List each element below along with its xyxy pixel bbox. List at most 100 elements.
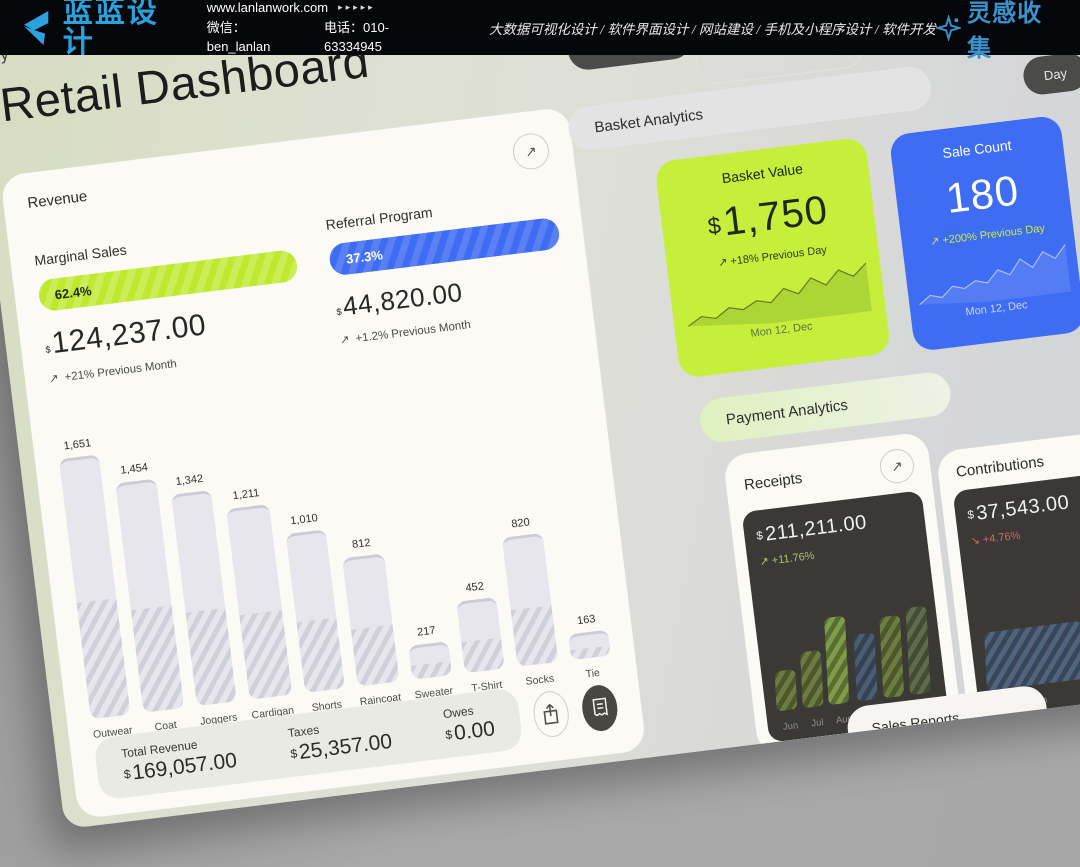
- trend-up-icon: ↗: [717, 256, 729, 270]
- currency-symbol: $: [966, 508, 976, 523]
- bar-hatch-pattern: [131, 605, 184, 713]
- bar-hatch-pattern: [569, 645, 611, 661]
- sales-reports-button[interactable]: Sales Reports: [565, 55, 694, 72]
- showcase-background: y Retail Dashboard Sales Reports Day Rev…: [0, 55, 1080, 867]
- collection-label: 灵感收集: [967, 0, 1043, 62]
- brand: 蓝蓝设计: [16, 0, 187, 58]
- marginal-sales-percent: 62.4%: [53, 282, 93, 302]
- bar-value-label: 1,651: [63, 437, 92, 453]
- sale-count-amount: 180: [943, 166, 1022, 222]
- revenue-footer: Total Revenue $169,057.00 Taxes $25,357.…: [93, 675, 621, 801]
- basket-value-card: Basket Value $1,750 ↗ +18% Previous Day …: [654, 136, 892, 379]
- sale-count-title: Sale Count: [941, 136, 1013, 162]
- bar: [285, 529, 346, 693]
- month-bar-oct: [878, 614, 905, 699]
- receipts-bar-chart: [765, 589, 934, 712]
- basket-value-amount: $1,750: [706, 187, 831, 245]
- sparkle-star-icon: [935, 14, 962, 41]
- currency-symbol: $: [706, 211, 724, 240]
- bar-hatch-pattern: [350, 625, 400, 687]
- receipt-button[interactable]: [579, 683, 620, 734]
- trend-up-icon: ↗: [929, 235, 941, 249]
- bar-hatch-pattern: [76, 598, 131, 720]
- bar-value-label: 163: [576, 613, 597, 628]
- trend-down-icon: ↘: [970, 534, 981, 548]
- bar-hatch-pattern: [510, 605, 558, 667]
- bar-value-label: 1,454: [119, 461, 149, 477]
- basket-value-sparkline: [687, 262, 872, 327]
- sale-count-sparkline: [919, 244, 1072, 306]
- month-bar-aug: [824, 615, 850, 706]
- taxes-summary: Taxes $25,357.00: [287, 714, 393, 766]
- bar-value-label: 217: [416, 624, 437, 639]
- arrow-up-right-icon: ↗: [890, 456, 904, 475]
- arrow-decoration: ▸▸▸▸▸: [338, 2, 376, 13]
- receipts-title: Receipts: [743, 469, 804, 494]
- website-link[interactable]: www.lanlanwork.com: [206, 0, 329, 16]
- referral-program-stat: Referral Program 37.3% $44,820.00 ↗ +1.2%…: [325, 189, 570, 350]
- total-revenue-summary: Total Revenue $169,057.00: [120, 733, 238, 787]
- sale-count-card: Sale Count 180 ↗ +200% Previous Day Mon …: [888, 114, 1080, 353]
- bar: [170, 489, 237, 707]
- contributions-bar-chart: [976, 563, 1080, 691]
- bar-value-label: 452: [464, 580, 485, 595]
- revenue-bar-chart: 1,651 Outwear 1,454 Coat 1,342 Joggers 1,211 Ca…: [54, 358, 613, 741]
- receipts-expand-button[interactable]: ↗: [878, 447, 916, 486]
- bar-value-label: 820: [510, 516, 531, 531]
- month-label: Jul: [810, 716, 825, 730]
- bar: [226, 503, 293, 700]
- revenue-card: Revenue ↗ Marginal Sales 62.4% $124,237.…: [0, 106, 647, 820]
- owes-summary: Owes $0.00: [442, 701, 496, 747]
- bar: [567, 629, 611, 661]
- bar-value-label: 1,211: [232, 487, 261, 503]
- marginal-sales-stat: Marginal Sales 62.4% $124,237.00 ↗ +21% P…: [34, 217, 342, 386]
- bar-hatch-pattern: [239, 610, 293, 700]
- revenue-expand-button[interactable]: ↗: [510, 131, 551, 172]
- month-label: Jun: [782, 720, 799, 733]
- trend-up-icon: ↗: [339, 333, 351, 347]
- month-bar-nov: [905, 605, 931, 696]
- bar-hatch-pattern: [461, 637, 505, 674]
- currency-symbol: $: [755, 529, 765, 544]
- revenue-card-title: Revenue: [26, 187, 89, 213]
- currency-symbol: $: [444, 727, 454, 743]
- currency-symbol: $: [44, 344, 52, 355]
- bar-value-label: 812: [351, 536, 372, 552]
- services-list: 大数据可视化设计 / 软件界面设计 / 网站建设 / 手机及小程序设计 / 软件…: [488, 21, 936, 37]
- dashboard-sheet: y Retail Dashboard Sales Reports Day Rev…: [0, 55, 1080, 830]
- bar-hatch-pattern: [410, 661, 453, 680]
- bar: [502, 532, 558, 667]
- share-icon: [543, 703, 560, 725]
- currency-symbol: $: [123, 767, 132, 782]
- currency-symbol: $: [335, 306, 343, 318]
- contact-block: www.lanlanwork.com ▸▸▸▸▸ 微信：ben_lanlan 电…: [207, 0, 443, 57]
- currency-symbol: $: [289, 746, 299, 762]
- trend-up-icon: ↗: [759, 555, 770, 569]
- collection-brand: 灵感收集: [935, 0, 1064, 63]
- trend-up-icon: ↗: [48, 372, 60, 386]
- wechat-label: 微信：ben_lanlan: [206, 19, 271, 55]
- month-bar-jun: [983, 620, 1080, 691]
- bar-value-label: 1,010: [289, 512, 319, 528]
- arrow-up-right-icon: ↗: [524, 142, 538, 160]
- bar: [407, 641, 453, 680]
- site-header: 蓝蓝设计 www.lanlanwork.com ▸▸▸▸▸ 微信：ben_lan…: [0, 0, 1080, 62]
- lanlan-logo-icon: [24, 10, 49, 45]
- bar-value-label: 1,342: [174, 472, 204, 489]
- month-bar-sep: [853, 632, 878, 702]
- month-bar-jul: [800, 649, 825, 709]
- page-title: Retail Dashboard: [0, 55, 372, 132]
- bar-hatch-pattern: [296, 617, 346, 693]
- payment-analytics-header: Payment Analytics: [697, 370, 954, 445]
- bar: [342, 553, 400, 687]
- brand-name: 蓝蓝设计: [62, 0, 159, 59]
- phone-label: 电话：010-63334945: [324, 19, 390, 55]
- bar-hatch-pattern: [185, 607, 237, 707]
- receipt-icon: [591, 697, 608, 717]
- share-button[interactable]: [530, 689, 572, 740]
- contributions-title: Contributions: [955, 453, 1045, 481]
- referral-program-percent: 37.3%: [345, 246, 384, 267]
- cropped-text-fragment: y: [0, 55, 10, 65]
